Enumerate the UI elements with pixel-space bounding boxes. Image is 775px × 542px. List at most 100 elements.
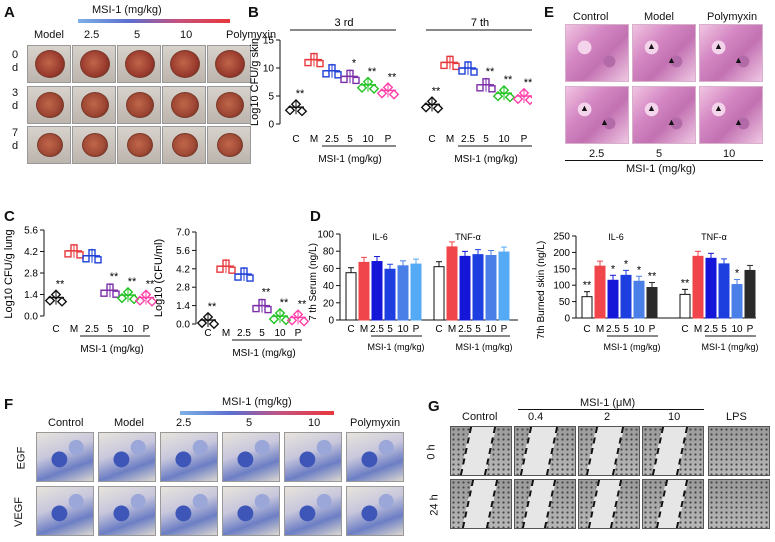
panel-c-right-y-tick-label: 1.4 <box>176 301 190 312</box>
panel-d-serum-bar <box>472 254 484 321</box>
panel-f-ihc-image <box>346 486 404 536</box>
panel-c-right-y-tick-label: 7.0 <box>176 228 190 239</box>
panel-d-skin-y-tick-label: 50 <box>559 297 571 308</box>
panel-g-scratch-image <box>642 479 704 529</box>
panel-a-col-label: 2.5 <box>84 29 100 41</box>
panel-a-wound-photo <box>162 45 206 83</box>
panel-a-row-day-number: 0 <box>12 49 19 61</box>
panel-e-top-label: Control <box>573 11 609 23</box>
panel-e-arrow-marker: ▲ <box>580 103 589 113</box>
panel-a-wound-photo <box>27 126 71 164</box>
panel-d-serum-x-tick-label: P <box>501 324 508 335</box>
panel-a-wound-area <box>172 133 198 157</box>
panel-a-row-day-unit: d <box>12 140 19 152</box>
panel-d-serum-y-tick-label: 60 <box>323 264 335 275</box>
panel-c-left-point <box>82 255 90 263</box>
panel-b-significance: ** <box>296 88 305 100</box>
panel-d-serum-y-tick-label: 40 <box>323 281 335 292</box>
panel-c-right-point <box>292 309 304 320</box>
panel-c-right-point <box>280 314 292 326</box>
panel-d-serum-bar <box>371 261 383 321</box>
panel-d-skin-x-label: MSI-1 (mg/kg) <box>603 342 660 352</box>
panel-b-point <box>382 82 394 93</box>
panel-d-serum-x-tick-label: M <box>360 324 368 335</box>
panel-f-col-label: 5 <box>246 417 253 429</box>
panel-b-x-tick-label: 5 <box>347 134 353 145</box>
panel-d-serum-bar <box>384 268 396 321</box>
panel-a-wound-area <box>215 50 245 78</box>
panel-e-histology-image: ▲ ▲ <box>699 86 763 144</box>
panel-a-row-day-number: 3 <box>12 87 19 99</box>
panel-g-scratch-gap <box>521 480 557 528</box>
panel-b-y-tick-label: 5 <box>268 92 274 103</box>
panel-b-point <box>452 62 460 71</box>
panel-c-right-point <box>196 317 208 329</box>
panel-e-bottom-label: 2.5 <box>589 148 605 160</box>
panel-b-point <box>440 61 448 70</box>
panel-e-histology-image: ▲ ▲ <box>699 24 763 82</box>
panel-d-serum-bar <box>410 263 422 321</box>
panel-d-serum-bar <box>433 266 445 321</box>
panel-f-ihc-image <box>160 486 218 536</box>
panel-c-right-x-tick-label: C <box>204 328 211 339</box>
panel-a-wound-photo <box>72 126 116 164</box>
panel-c-left-y-tick-label: 1.4 <box>24 290 38 301</box>
panel-f-ihc-image <box>284 432 342 482</box>
panel-d-skin-x-tick-label: 5 <box>623 324 629 335</box>
panel-d-serum-y-tick-label: 0 <box>328 316 334 327</box>
panel-a-dose-gradient <box>78 19 230 23</box>
panel-b-point <box>524 94 532 106</box>
panel-b-point <box>368 83 380 95</box>
panel-d-skin-x-tick-label: P <box>747 324 754 335</box>
panel-d-skin-x-tick-label: 2.5 <box>704 324 718 335</box>
panel-b-point <box>426 96 438 107</box>
panel-c-left-significance: ** <box>128 276 137 288</box>
panel-d-serum-y-label: 7 th Serum (ng/L) <box>308 243 319 321</box>
panel-d-skin-x-tick-label: 10 <box>731 324 743 335</box>
panel-c-left-y-tick-label: 5.6 <box>24 226 38 237</box>
panel-a-wound-photo <box>162 126 206 164</box>
panel-e-top-label: Polymyxin <box>707 11 758 23</box>
panel-g-scratch-image <box>578 479 640 529</box>
panel-d-serum-x-tick-label: C <box>347 324 354 335</box>
panel-b-x-tick-label: 5 <box>483 134 489 145</box>
panel-g-scratch-gap <box>585 427 625 475</box>
panel-e-top-label: Model <box>644 11 674 23</box>
panel-a-label: A <box>4 4 15 21</box>
panel-d-serum-bar <box>345 272 357 321</box>
panel-c-right-x-tick-label: 10 <box>274 328 286 339</box>
panel-b-x-tick-label: P <box>521 134 528 145</box>
panel-g-scratch-gap <box>587 480 623 528</box>
panel-a-col-label: 10 <box>180 29 193 41</box>
panel-b-significance: ** <box>388 71 397 83</box>
panel-d-skin-significance: * <box>611 263 616 275</box>
panel-f-ihc-image <box>222 432 280 482</box>
panel-d-skin-bar <box>692 255 704 319</box>
panel-b-point <box>498 84 510 96</box>
panel-c-right-x-label: MSI-1 (mg/kg) <box>232 348 295 359</box>
panel-c-left-significance: ** <box>146 279 155 291</box>
panel-f-ihc-image <box>36 432 94 482</box>
panel-f-col-label: Model <box>114 417 144 429</box>
panel-d-skin-significance: ** <box>681 277 690 289</box>
panel-a-wound-photo <box>72 86 116 124</box>
panel-g-row-label: 24 h <box>428 494 441 516</box>
panel-b-x-tick-label: M <box>310 134 318 145</box>
panel-f-ihc-image <box>346 432 404 482</box>
panel-c-right-y-tick-label: 2.8 <box>176 283 190 294</box>
panel-c-right-significance: ** <box>280 297 289 309</box>
panel-c-left-significance: ** <box>56 279 65 291</box>
panel-b-significance: ** <box>524 77 532 89</box>
panel-c-right-x-tick-label: P <box>295 328 302 339</box>
panel-d-serum-x-tick-label: 2.5 <box>458 324 472 335</box>
panel-d-serum-bar <box>397 265 409 321</box>
panel-b-y-tick-label: 10 <box>263 64 275 75</box>
panel-d-serum-x-label: MSI-1 (mg/kg) <box>455 342 512 352</box>
panel-d-skin-x-tick-label: P <box>649 324 656 335</box>
panel-f-ihc-image <box>284 486 342 536</box>
panel-d-skin-bar <box>581 296 593 319</box>
panel-e-bottom-label: 5 <box>656 148 663 160</box>
panel-d-serum-x-tick-label: C <box>435 324 442 335</box>
panel-c-right-point <box>286 315 298 326</box>
panel-d-skin-group-title: IL-6 <box>608 232 624 242</box>
